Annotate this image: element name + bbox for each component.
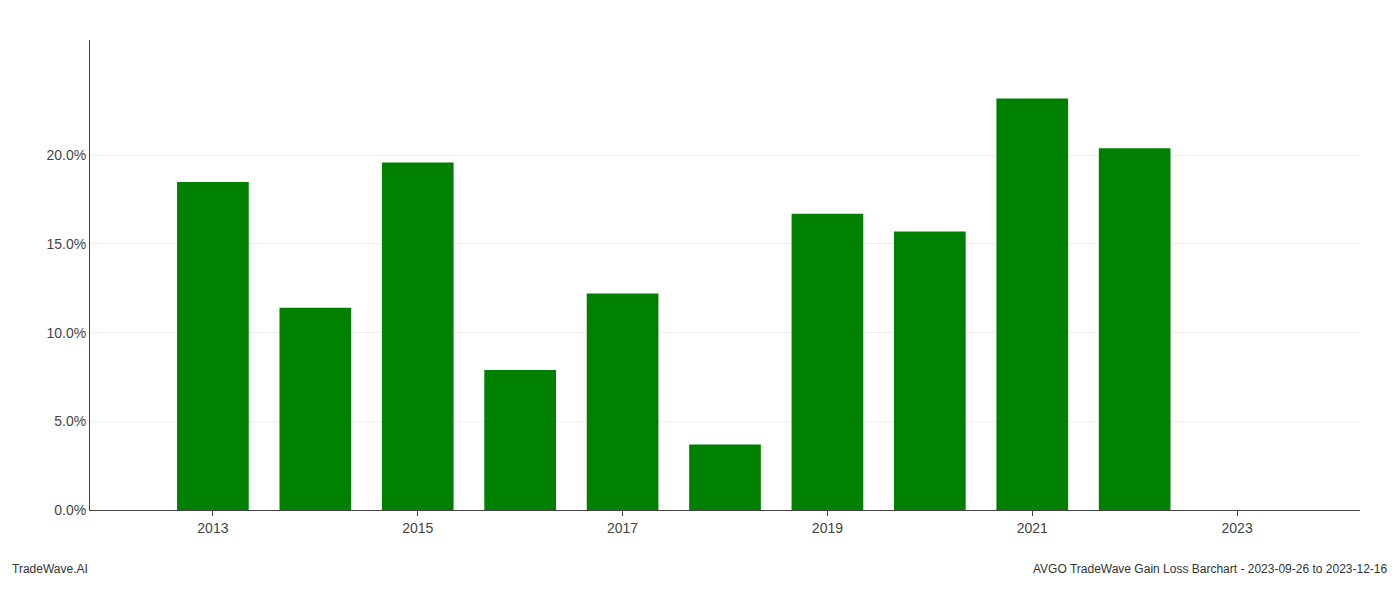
svg-text:10.0%: 10.0% <box>46 325 86 341</box>
svg-text:2021: 2021 <box>1017 520 1048 536</box>
svg-text:2023: 2023 <box>1222 520 1253 536</box>
svg-text:TradeWave.AI: TradeWave.AI <box>12 562 88 576</box>
svg-text:0.0%: 0.0% <box>54 502 86 518</box>
svg-text:2015: 2015 <box>402 520 433 536</box>
svg-text:15.0%: 15.0% <box>46 236 86 252</box>
svg-text:2013: 2013 <box>197 520 228 536</box>
svg-text:2019: 2019 <box>812 520 843 536</box>
svg-text:AVGO TradeWave Gain Loss Barch: AVGO TradeWave Gain Loss Barchart - 2023… <box>1033 562 1388 576</box>
svg-text:2017: 2017 <box>607 520 638 536</box>
svg-text:20.0%: 20.0% <box>46 147 86 163</box>
svg-text:5.0%: 5.0% <box>54 413 86 429</box>
